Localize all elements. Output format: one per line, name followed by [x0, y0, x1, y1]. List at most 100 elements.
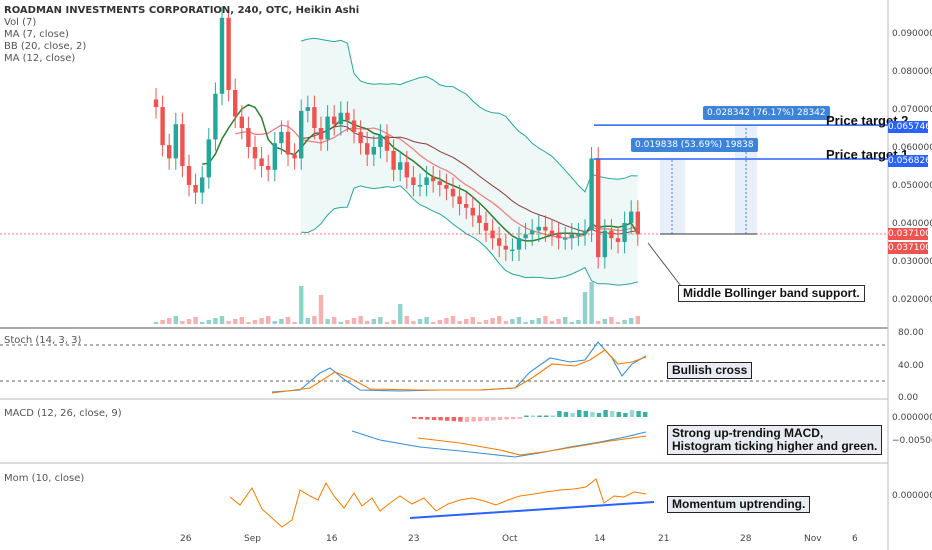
volume-bar [470, 317, 475, 324]
candle-body [266, 166, 271, 170]
candle-body [411, 177, 416, 185]
volume-bar [582, 292, 588, 324]
candle-body [292, 154, 297, 159]
volume-bar [167, 318, 172, 324]
macd-histogram-bar [445, 417, 450, 421]
macd-histogram-bar [550, 415, 555, 417]
volume-bar [450, 316, 456, 324]
volume-bar [457, 321, 462, 324]
candle-body [312, 107, 317, 128]
candle-body [332, 116, 337, 125]
volume-bar [193, 317, 198, 324]
legend-vol[interactable]: Vol (7) [4, 17, 37, 28]
candle-body [510, 249, 515, 252]
macd-histogram-bar [616, 412, 621, 417]
macd-histogram-bar [484, 417, 489, 421]
macd-histogram-bar [418, 417, 423, 420]
candle-body [200, 177, 205, 193]
stoch-tick-label: 40.00 [898, 361, 924, 371]
candle-body [483, 223, 489, 231]
volume-bar [160, 320, 165, 324]
price-tick-label: 0.050000 [892, 181, 932, 191]
support-callout: Middle Bollinger band support. [678, 285, 865, 302]
legend-ma12[interactable]: MA (12, close) [4, 53, 76, 64]
macd-callout-line-1: Strong up-trending MACD, [672, 426, 824, 440]
macd-histogram-bar [577, 410, 582, 417]
macd-tick-label: 0.000000 [892, 413, 932, 423]
volume-bar [239, 317, 244, 324]
candle-body [530, 230, 535, 235]
candle-body [325, 116, 330, 140]
macd-histogram-bar [491, 417, 496, 421]
price-tick-label: 0.070000 [892, 105, 932, 115]
macd-pane-label[interactable]: MACD (12, 26, close, 9) [4, 408, 122, 419]
candle-body [457, 196, 462, 204]
price-tick-label: 0.020000 [892, 295, 932, 305]
macd-histogram-bar [431, 417, 437, 420]
volume-bar [576, 320, 581, 324]
volume-bar [530, 320, 535, 324]
volume-bar [510, 319, 515, 324]
candle-body [173, 124, 178, 159]
legend-ma7[interactable]: MA (7, close) [4, 29, 69, 40]
volume-bar [391, 320, 396, 324]
volume-bar [444, 318, 449, 324]
candle-body [536, 226, 541, 231]
volume-bar [358, 316, 363, 324]
bollinger-basis-line [301, 125, 638, 235]
volume-bar [285, 317, 291, 324]
candle-body [450, 188, 456, 197]
volume-bar [226, 321, 231, 324]
time-tick-label: 26 [180, 534, 192, 544]
candle-body [576, 234, 581, 236]
candle-body [437, 181, 442, 185]
candle-body [431, 177, 436, 182]
volume-bar [219, 316, 225, 324]
price-target-2-label: Price target 2 [826, 113, 909, 128]
mom-pane-label[interactable]: Mom (10, close) [4, 473, 85, 484]
legend-bb[interactable]: BB (20, close, 2) [4, 41, 87, 52]
macd-histogram-bar [517, 417, 522, 419]
volume-bar [477, 322, 482, 324]
macd-histogram-bar [458, 417, 463, 422]
volume-bar [629, 318, 634, 324]
legend-title[interactable]: ROADMAN INVESTMENTS CORPORATION, 240, OT… [4, 5, 360, 16]
candle-body [239, 116, 244, 128]
candle-body [543, 226, 548, 231]
candle-body [167, 145, 172, 159]
macd-histogram-bar [412, 417, 417, 419]
macd-histogram-bar [537, 415, 542, 417]
volume-bar [200, 322, 205, 324]
volume-bar [279, 319, 284, 324]
candle-body [516, 238, 522, 250]
macd-histogram-bar [563, 412, 569, 417]
stoch-pane-label[interactable]: Stoch (14, 3, 3) [4, 335, 82, 346]
candle-body [153, 99, 159, 108]
candle-body [272, 143, 277, 170]
stoch-k-line [271, 341, 647, 393]
stoch-tick-label: 0.00 [898, 393, 919, 403]
candle-body [318, 128, 324, 140]
volume-bar [351, 318, 357, 324]
macd-histogram-bar [497, 417, 503, 420]
volume-bar [563, 317, 568, 324]
price-tick-label: 0.060000 [892, 143, 932, 153]
candle-body [569, 234, 574, 239]
candle-body [233, 90, 238, 117]
bollinger-lower-line [301, 185, 638, 286]
macd-histogram-bar [636, 411, 641, 417]
volume-bar [602, 319, 607, 324]
volume-bar [252, 320, 258, 324]
candle-body [523, 234, 528, 239]
macd-histogram-bar [643, 412, 648, 417]
candle-body [285, 131, 291, 155]
time-tick-label: 28 [740, 534, 752, 544]
candle-body [279, 131, 284, 144]
volume-bar [332, 317, 337, 324]
candle-body [464, 204, 469, 208]
macd-histogram-bar [504, 417, 509, 420]
volume-bar [490, 318, 495, 324]
candle-body [391, 150, 396, 170]
